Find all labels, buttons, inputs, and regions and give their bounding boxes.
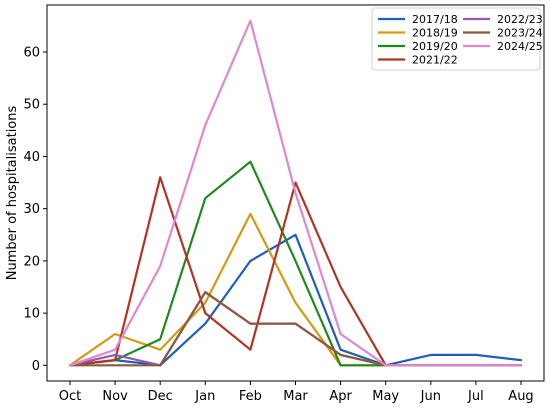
y-tick-label: 50	[23, 98, 40, 113]
x-tick-label: Feb	[239, 389, 262, 404]
y-tick-label: 60	[23, 46, 40, 61]
x-tick-label: Nov	[102, 389, 128, 404]
legend-label: 2024/25	[497, 40, 543, 53]
x-tick-label: Jan	[194, 389, 215, 404]
legend-label: 2022/23	[497, 13, 543, 26]
y-tick-label: 40	[23, 150, 40, 165]
x-tick-label: Oct	[59, 389, 81, 404]
plot-lines	[68, 19, 523, 367]
x-tick-label: Apr	[329, 389, 352, 404]
x-tick-label: Dec	[148, 389, 173, 404]
legend-label: 2021/22	[412, 54, 458, 67]
y-axis-label: Number of hospitalisations	[5, 106, 20, 281]
y-tick-label: 20	[23, 254, 40, 269]
x-tick-label: Jun	[420, 389, 441, 404]
series-line-2017-18	[68, 233, 523, 367]
y-axis: 0 10 20 30 40 50 60	[23, 46, 47, 374]
series-line-2021-22	[68, 176, 387, 367]
x-tick-label: May	[372, 389, 399, 404]
series-line-2024-25	[68, 19, 523, 367]
x-axis: Oct Nov Dec Jan Feb Mar Apr May Jun Jul Aug	[59, 381, 534, 404]
y-tick-label: 30	[23, 202, 40, 217]
legend-box	[371, 7, 541, 71]
legend-label: 2017/18	[412, 13, 458, 26]
x-tick-label: Mar	[283, 389, 308, 404]
legend-label: 2023/24	[497, 27, 543, 40]
legend-label: 2019/20	[412, 40, 458, 53]
y-tick-label: 10	[23, 307, 40, 322]
legend-label: 2018/19	[412, 27, 458, 40]
y-tick-label: 0	[32, 359, 40, 374]
x-tick-label: Jul	[467, 389, 484, 404]
x-tick-label: Aug	[508, 389, 533, 404]
